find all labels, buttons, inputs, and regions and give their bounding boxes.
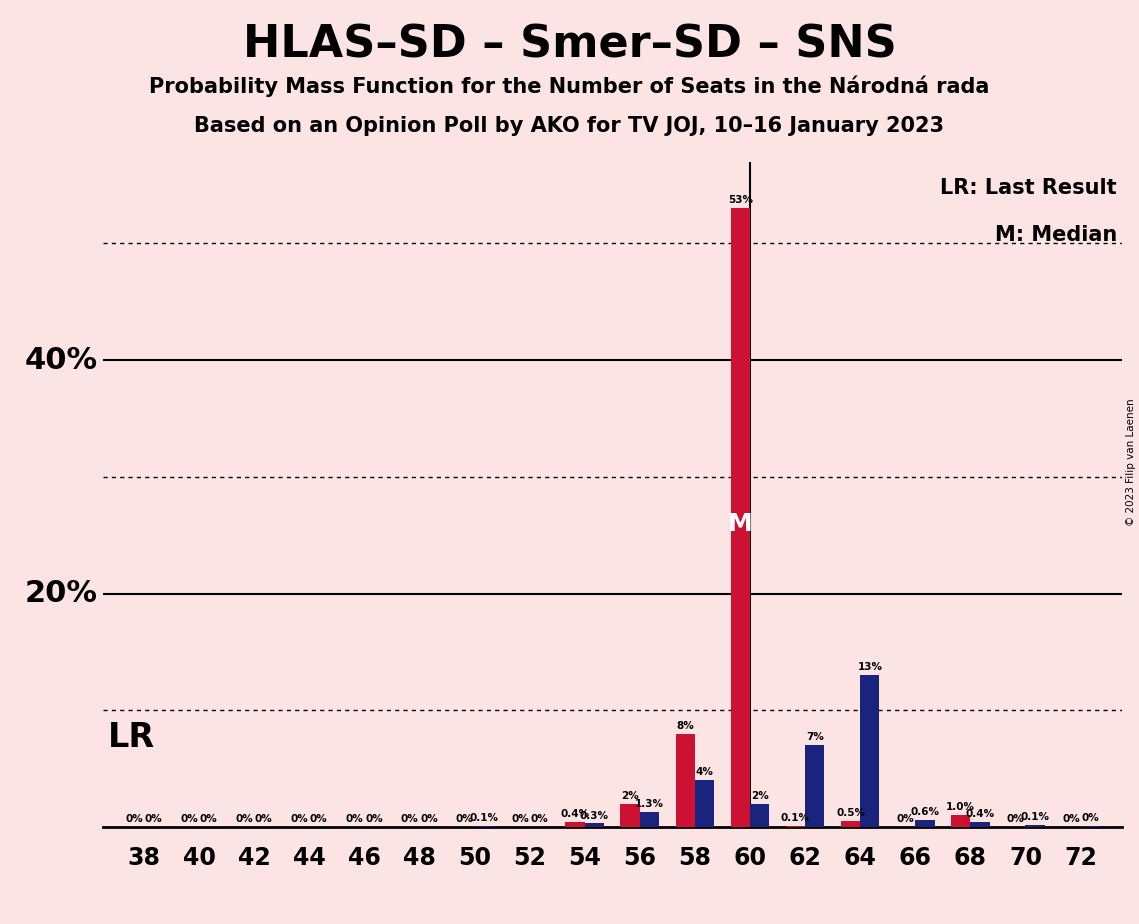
Text: 0%: 0% <box>364 814 383 824</box>
Text: 53%: 53% <box>728 196 753 205</box>
Text: 0%: 0% <box>199 814 218 824</box>
Text: 0%: 0% <box>456 814 474 824</box>
Bar <box>565 822 584 827</box>
Text: 0.1%: 0.1% <box>1021 811 1050 821</box>
Text: 0%: 0% <box>420 814 437 824</box>
Bar <box>640 812 659 827</box>
Text: 7%: 7% <box>805 733 823 742</box>
Text: 1.3%: 1.3% <box>634 799 664 808</box>
Text: 0%: 0% <box>896 814 915 824</box>
Text: 0.1%: 0.1% <box>469 813 499 823</box>
Text: 0%: 0% <box>1007 814 1025 824</box>
Bar <box>841 821 860 827</box>
Bar <box>621 804 640 827</box>
Bar <box>731 209 749 827</box>
Text: © 2023 Filip van Laenen: © 2023 Filip van Laenen <box>1126 398 1136 526</box>
Text: 0%: 0% <box>125 814 144 824</box>
Bar <box>695 780 714 827</box>
Text: 0%: 0% <box>511 814 528 824</box>
Bar <box>1081 826 1100 827</box>
Text: Probability Mass Function for the Number of Seats in the Národná rada: Probability Mass Function for the Number… <box>149 76 990 97</box>
Bar <box>749 804 769 827</box>
Text: 2%: 2% <box>621 791 639 801</box>
Text: 40%: 40% <box>24 346 98 374</box>
Text: 0%: 0% <box>180 814 198 824</box>
Bar <box>916 820 935 827</box>
Text: 0%: 0% <box>1081 813 1099 823</box>
Bar <box>805 746 825 827</box>
Text: M: Median: M: Median <box>994 225 1117 245</box>
Bar <box>860 675 879 827</box>
Text: 4%: 4% <box>696 767 713 777</box>
Bar <box>951 815 970 827</box>
Text: 0%: 0% <box>346 814 363 824</box>
Text: 0%: 0% <box>255 814 272 824</box>
Bar <box>584 823 604 827</box>
Text: 0.4%: 0.4% <box>560 809 590 820</box>
Text: 0%: 0% <box>145 814 163 824</box>
Text: 0.6%: 0.6% <box>910 807 940 817</box>
Text: M: M <box>728 512 753 536</box>
Text: 8%: 8% <box>677 721 694 731</box>
Text: 13%: 13% <box>858 663 883 673</box>
Text: 20%: 20% <box>24 579 98 608</box>
Text: 2%: 2% <box>751 791 769 801</box>
Bar <box>675 734 695 827</box>
Text: 0.5%: 0.5% <box>836 808 865 819</box>
Text: 0.4%: 0.4% <box>966 809 994 820</box>
Text: 0%: 0% <box>1062 814 1080 824</box>
Text: LR: LR <box>107 721 155 754</box>
Bar <box>1025 824 1044 827</box>
Bar <box>786 826 805 827</box>
Text: 0.3%: 0.3% <box>580 810 609 821</box>
Text: 0%: 0% <box>290 814 309 824</box>
Text: 0.1%: 0.1% <box>781 813 810 823</box>
Text: 0%: 0% <box>236 814 253 824</box>
Text: 0%: 0% <box>310 814 328 824</box>
Text: 1.0%: 1.0% <box>947 802 975 812</box>
Text: HLAS–SD – Smer–SD – SNS: HLAS–SD – Smer–SD – SNS <box>243 23 896 67</box>
Bar <box>970 822 990 827</box>
Text: LR: Last Result: LR: Last Result <box>940 178 1117 199</box>
Bar <box>475 826 493 827</box>
Text: 0%: 0% <box>401 814 419 824</box>
Text: 0%: 0% <box>531 814 548 824</box>
Text: Based on an Opinion Poll by AKO for TV JOJ, 10–16 January 2023: Based on an Opinion Poll by AKO for TV J… <box>195 116 944 137</box>
